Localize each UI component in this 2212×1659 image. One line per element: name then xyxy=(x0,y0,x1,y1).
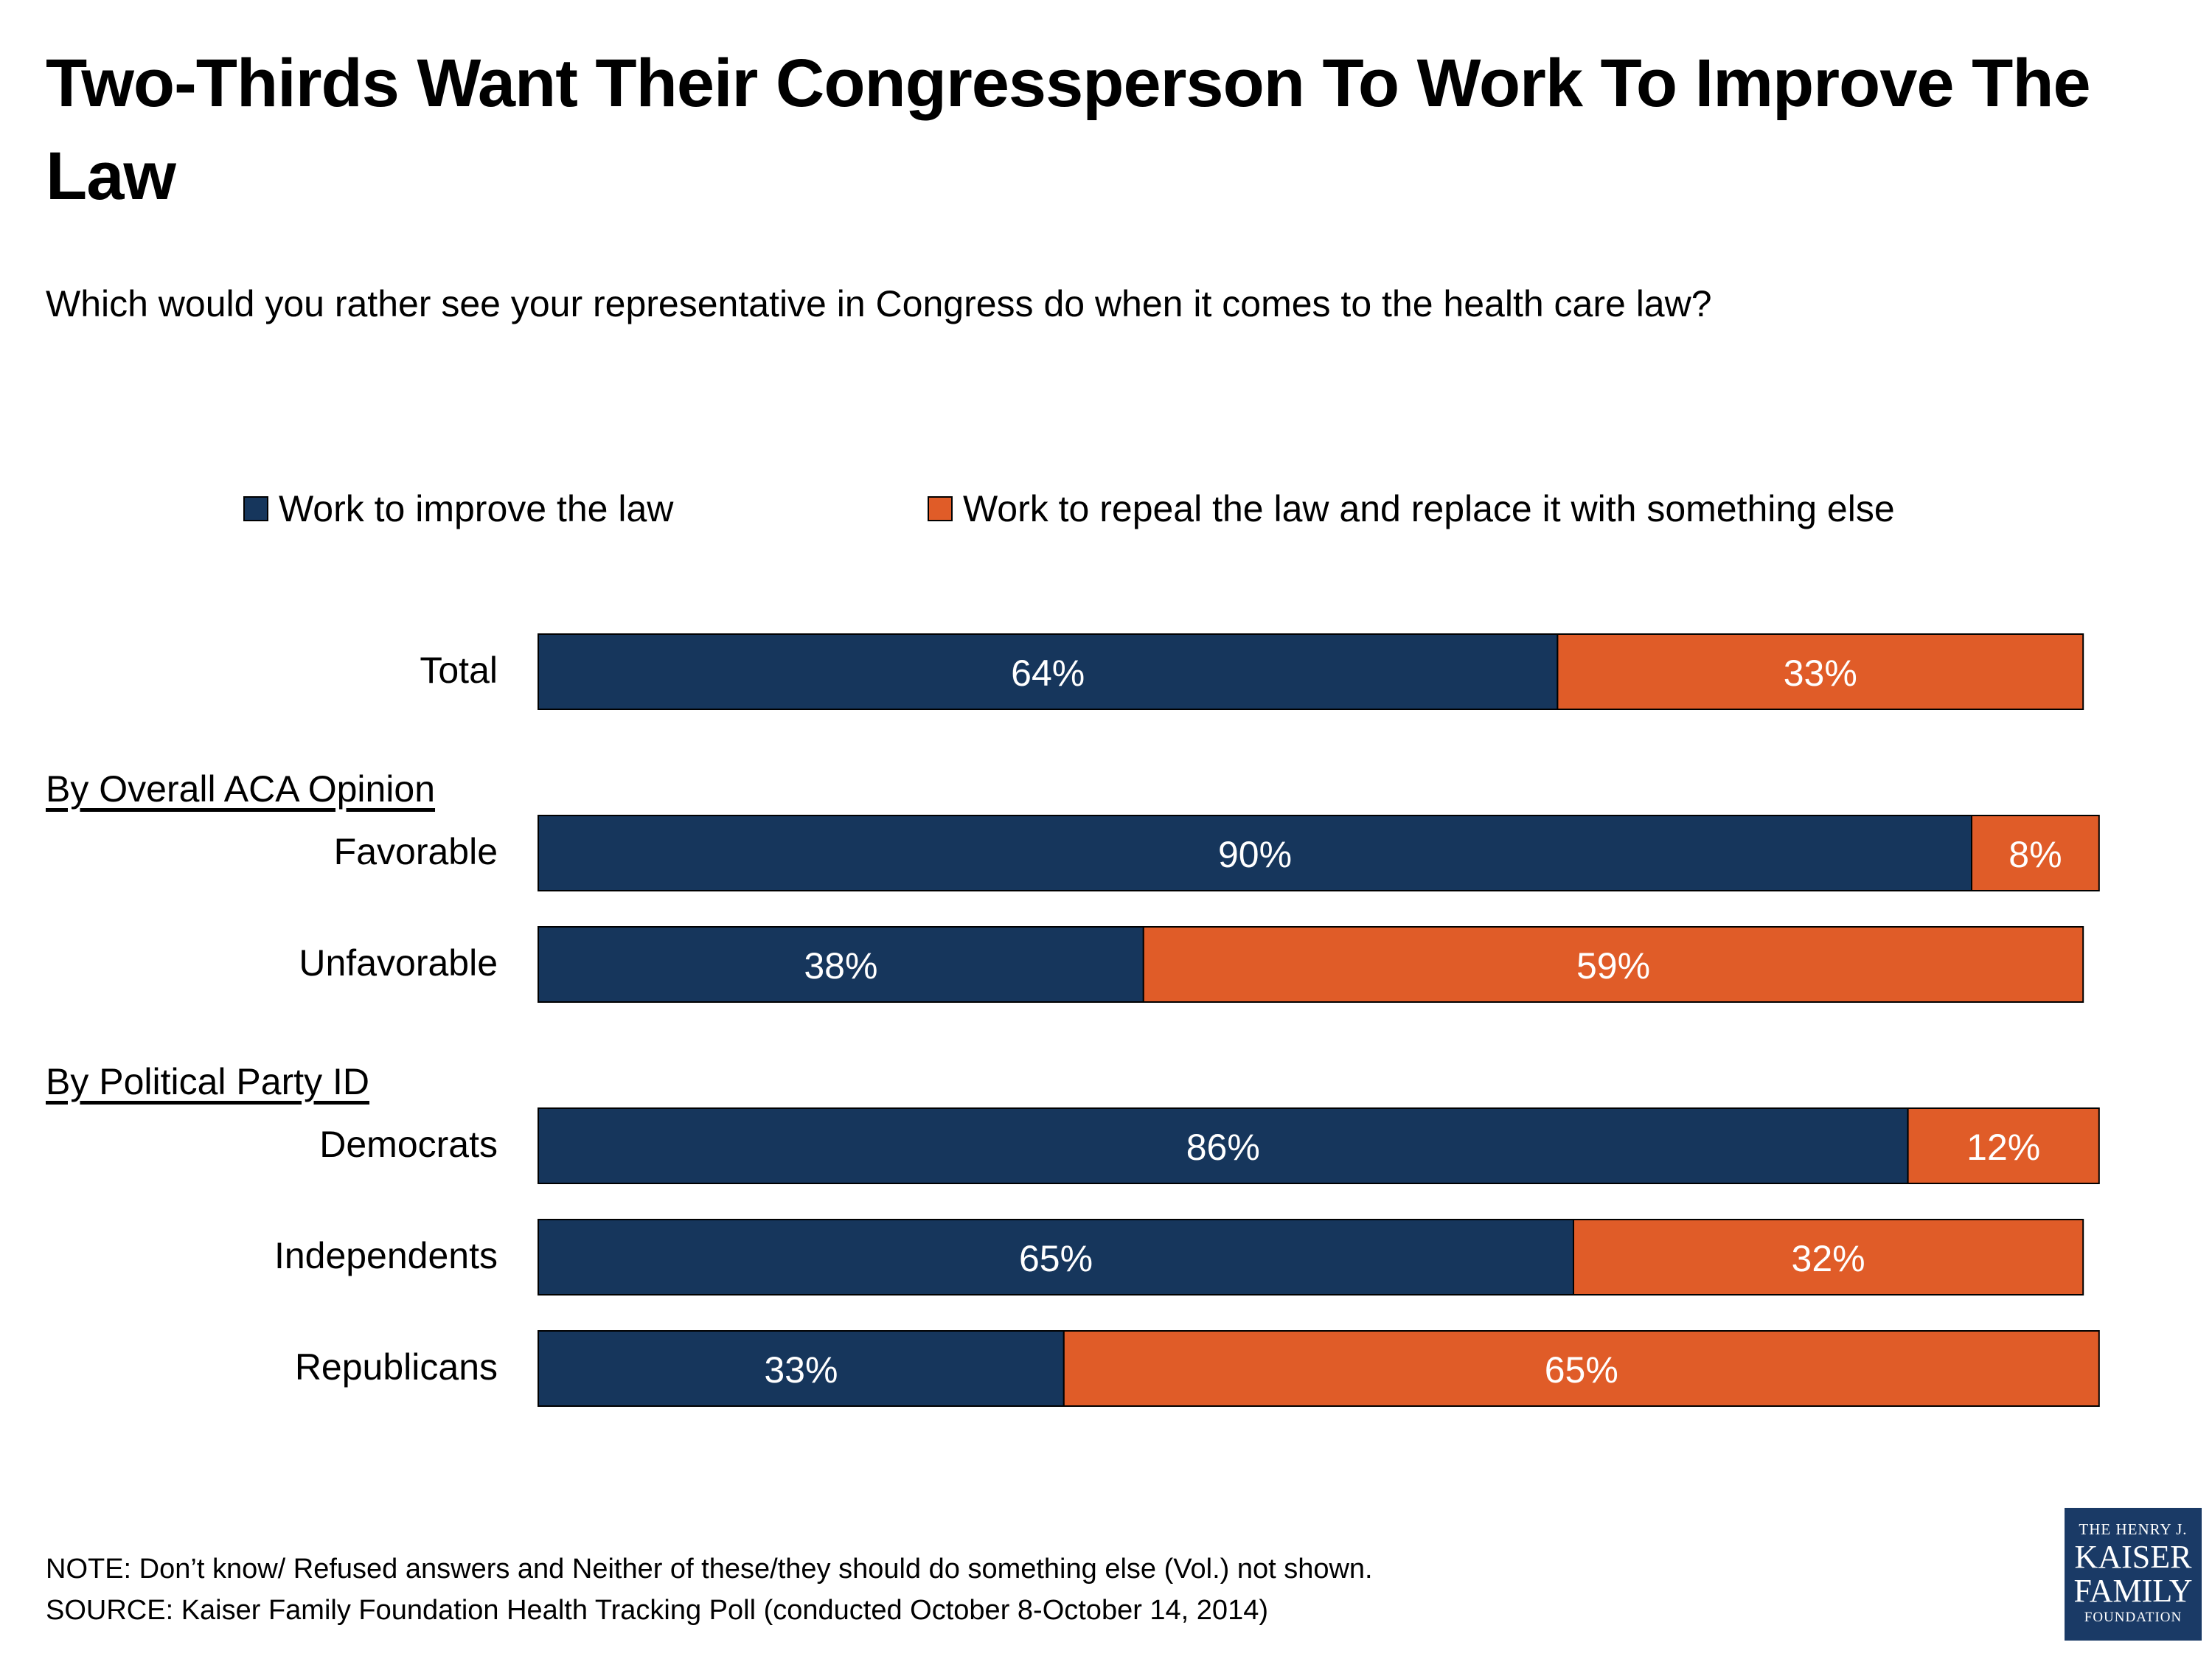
data-label-improve-unfavorable: 38% xyxy=(804,945,877,987)
chart-footer: NOTE: Don’t know/ Refused answers and Ne… xyxy=(46,1548,1373,1631)
legend-swatch-improve xyxy=(243,496,268,521)
data-label-improve-democrats: 86% xyxy=(1186,1127,1260,1168)
bar-repeal-republicans xyxy=(1062,1330,2100,1407)
bar-repeal-independents xyxy=(1573,1219,2084,1295)
footer-note: NOTE: Don’t know/ Refused answers and Ne… xyxy=(46,1554,1373,1585)
bar-improve-total xyxy=(538,633,1559,710)
legend-item-repeal: Work to repeal the law and replace it wi… xyxy=(928,487,1895,531)
data-label-improve-independents: 65% xyxy=(1019,1238,1093,1279)
data-label-improve-favorable: 90% xyxy=(1218,834,1292,875)
bar-improve-favorable xyxy=(538,815,1972,891)
legend-swatch-repeal xyxy=(928,496,953,521)
data-label-improve-republicans: 33% xyxy=(764,1349,838,1391)
bar-improve-independents xyxy=(538,1219,1574,1295)
category-label-favorable: Favorable xyxy=(334,831,498,872)
kff-logo: THE HENRY J. KAISER FAMILY FOUNDATION xyxy=(2065,1508,2202,1641)
group-heading-by-overall-aca-opinion: By Overall ACA Opinion xyxy=(46,768,435,810)
logo-line-2: KAISER xyxy=(2074,1539,2192,1575)
data-label-repeal-total: 33% xyxy=(1784,653,1857,694)
footer-source: SOURCE: Kaiser Family Foundation Health … xyxy=(46,1595,1268,1626)
stacked-bar-chart: Total 64% 33% By Overall ACA Opinion Favorab… xyxy=(46,633,2100,1407)
category-label-independents: Independents xyxy=(274,1235,498,1276)
data-label-repeal-independents: 32% xyxy=(1792,1238,1865,1279)
data-label-repeal-republicans: 65% xyxy=(1545,1349,1618,1391)
category-label-democrats: Democrats xyxy=(319,1124,498,1165)
bar-improve-unfavorable xyxy=(538,926,1144,1003)
group-heading-by-political-party-id: By Political Party ID xyxy=(46,1061,369,1102)
bar-repeal-total xyxy=(1557,633,2084,710)
data-label-repeal-democrats: 12% xyxy=(1966,1127,2040,1168)
data-label-repeal-favorable: 8% xyxy=(2008,834,2062,875)
bar-improve-democrats xyxy=(538,1107,1909,1184)
data-label-repeal-unfavorable: 59% xyxy=(1576,945,1650,987)
category-label-total: Total xyxy=(420,650,498,691)
legend-label-repeal: Work to repeal the law and replace it wi… xyxy=(963,488,1895,529)
legend-item-improve: Work to improve the law xyxy=(243,487,673,531)
logo-line-3: FAMILY xyxy=(2073,1573,2193,1609)
logo-line-4: FOUNDATION xyxy=(2084,1610,2183,1625)
category-label-republicans: Republicans xyxy=(295,1346,498,1388)
chart-subtitle: Which would you rather see your represen… xyxy=(46,283,1712,324)
bar-repeal-favorable xyxy=(1971,815,2100,891)
logo-line-1: THE HENRY J. xyxy=(2079,1520,2188,1538)
chart-title: Two-Thirds Want Their Congressperson To … xyxy=(46,46,2091,214)
bar-repeal-unfavorable xyxy=(1142,926,2084,1003)
bar-repeal-democrats xyxy=(1907,1107,2100,1184)
category-label-unfavorable: Unfavorable xyxy=(299,942,498,984)
data-label-improve-total: 64% xyxy=(1011,653,1085,694)
legend-label-improve: Work to improve the law xyxy=(279,488,674,529)
